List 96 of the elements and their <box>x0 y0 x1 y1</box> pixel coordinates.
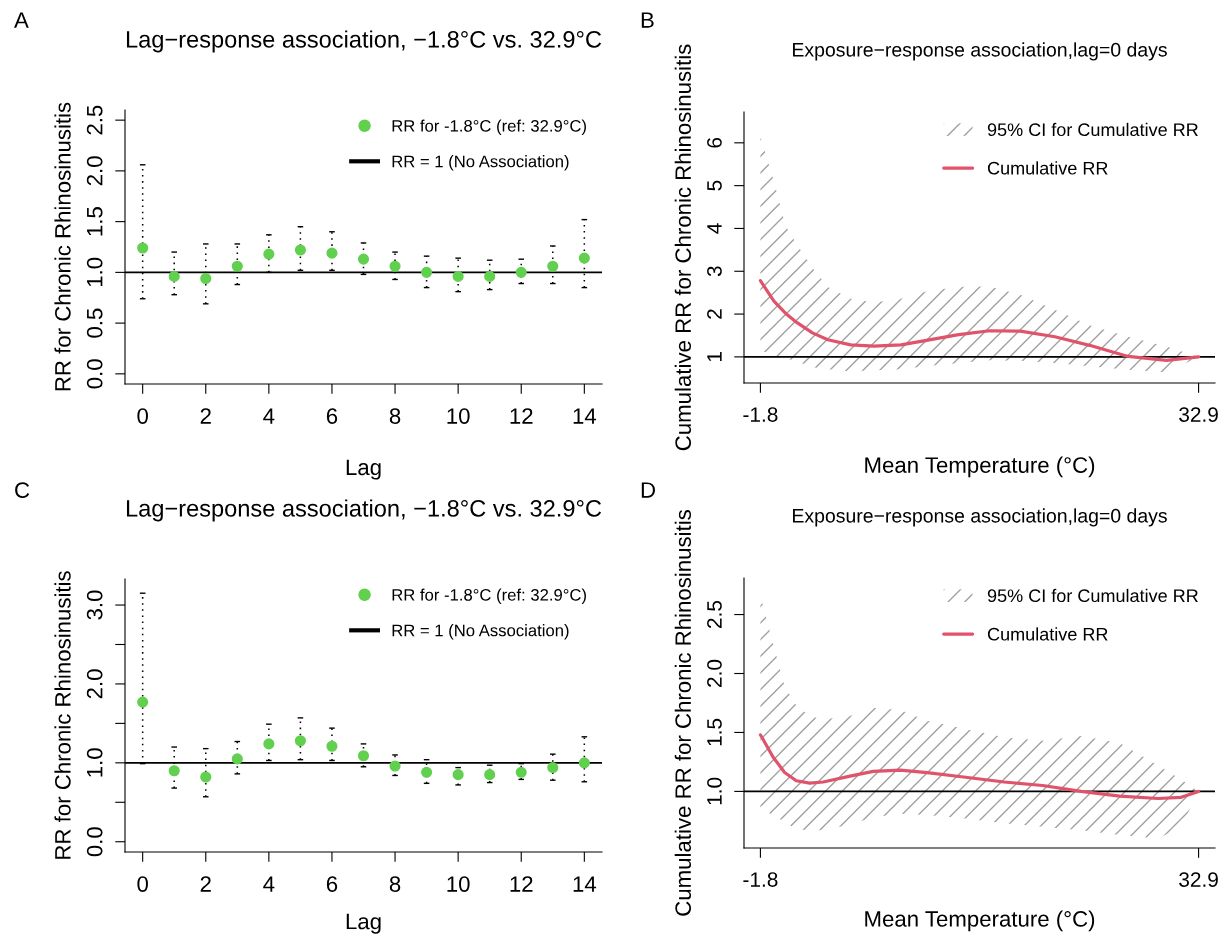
point <box>515 766 527 778</box>
point <box>294 244 306 256</box>
y-tick-label: 0.0 <box>86 359 103 389</box>
point <box>547 762 559 774</box>
y-axis-title: Cumulative RR for Chronic Rhinosinusitis <box>674 510 692 916</box>
legend-label: RR for -1.8°C (ref: 32.9°C) <box>392 588 586 605</box>
chart-title: Lag−response association, −1.8°C vs. 32.9°C <box>126 499 602 522</box>
point <box>231 260 243 272</box>
y-tick-label: 1.0 <box>86 748 103 777</box>
y-tick-label: 2.5 <box>707 600 722 628</box>
y-axis-title: RR for Chronic Rhinosinusitis <box>54 102 71 391</box>
x-tick-label: 6 <box>326 876 338 892</box>
point <box>137 696 149 708</box>
legend-label: RR = 1 (No Association) <box>392 155 569 171</box>
x-axis-title: Mean Temperature (°C) <box>865 910 1095 932</box>
x-tick-label: 6 <box>326 408 338 424</box>
point <box>168 765 180 777</box>
y-tick-label: 0.0 <box>86 827 103 857</box>
chart-title: Lag−response association, −1.8°C vs. 32.9°C <box>126 30 602 53</box>
point <box>578 252 590 264</box>
point <box>452 270 464 282</box>
x-tick-label: 0 <box>137 876 148 892</box>
point <box>578 757 590 769</box>
x-tick-label: 2 <box>200 876 211 892</box>
y-tick-label: 4 <box>707 223 722 234</box>
point <box>200 272 212 285</box>
x-tick-label: 14 <box>573 408 597 424</box>
annotation: 95% CI for Cumulative RR <box>987 588 1198 603</box>
chart-title: Exposure−response association,lag=0 days <box>793 42 1167 61</box>
annotation: 95% CI for Cumulative RR <box>987 122 1198 137</box>
x-tick-label: 12 <box>510 876 533 892</box>
point <box>452 769 464 781</box>
point <box>168 270 180 282</box>
line-series <box>758 279 1201 362</box>
point <box>326 740 338 752</box>
x-tick-label: 8 <box>389 876 401 892</box>
point <box>357 750 370 762</box>
point <box>484 769 496 781</box>
x-tick-label: 8 <box>389 408 401 424</box>
point <box>294 735 306 747</box>
text: D <box>641 482 655 498</box>
x-axis-title: Lag <box>346 459 381 480</box>
point <box>421 766 433 778</box>
x-tick-label: 4 <box>263 876 275 892</box>
y-tick-label: 1.0 <box>86 257 103 287</box>
line-series <box>758 733 1201 801</box>
x-tick-label: -1.8 <box>743 407 778 422</box>
y-tick-label: 3.0 <box>86 590 103 620</box>
x-tick-label: 0 <box>137 408 148 424</box>
point <box>421 266 433 278</box>
y-tick-label: 2.0 <box>86 156 103 186</box>
x-tick-label: 12 <box>510 408 533 424</box>
x-tick-label: 4 <box>263 408 275 424</box>
chart-title: Exposure−response association,lag=0 days <box>793 508 1167 527</box>
point <box>137 242 149 254</box>
x-tick-label: -1.8 <box>743 872 778 887</box>
y-tick-label: 1.5 <box>707 718 722 746</box>
x-tick-label: 2 <box>200 408 211 424</box>
point <box>263 248 275 260</box>
y-axis-title: Cumulative RR for Chronic Rhinosinusitis <box>674 44 692 451</box>
point <box>389 260 401 272</box>
point <box>200 771 212 783</box>
text: B <box>641 12 654 28</box>
y-tick-label: 1 <box>707 352 722 362</box>
y-tick-label: 1.0 <box>707 777 722 805</box>
text: A <box>14 12 29 28</box>
x-axis-title: Lag <box>346 913 381 934</box>
point <box>231 753 243 765</box>
y-tick-label: 5 <box>707 180 722 191</box>
x-tick-label: 10 <box>447 408 470 424</box>
point <box>515 266 527 278</box>
y-tick-label: 6 <box>707 137 722 148</box>
y-tick-label: 2 <box>707 309 722 319</box>
point <box>263 738 275 750</box>
point <box>547 260 559 272</box>
x-tick-label: 14 <box>573 876 597 892</box>
y-tick-label: 0.5 <box>86 308 103 338</box>
y-axis-title: RR for Chronic Rhinosinusitis <box>54 571 71 859</box>
x-axis-title: Mean Temperature (°C) <box>865 456 1095 478</box>
legend-label: Cumulative RR <box>987 627 1108 641</box>
x-tick-label: 10 <box>447 876 470 892</box>
y-tick-label: 2.5 <box>86 105 103 135</box>
x-tick-label: 32.9 <box>1179 407 1218 422</box>
legend-label: RR = 1 (No Association) <box>392 624 569 640</box>
point <box>357 253 370 265</box>
legend-label: RR for -1.8°C (ref: 32.9°C) <box>392 119 586 136</box>
y-tick-label: 2.0 <box>86 669 103 699</box>
y-tick-label: 3 <box>707 266 722 277</box>
legend-label: Cumulative RR <box>987 161 1108 175</box>
point <box>389 760 401 772</box>
y-tick-label: 2.0 <box>707 659 722 687</box>
point <box>484 270 496 282</box>
y-tick-label: 1.5 <box>87 207 103 236</box>
point <box>326 247 338 259</box>
x-tick-label: 32.9 <box>1179 872 1218 887</box>
text: C <box>15 482 30 498</box>
